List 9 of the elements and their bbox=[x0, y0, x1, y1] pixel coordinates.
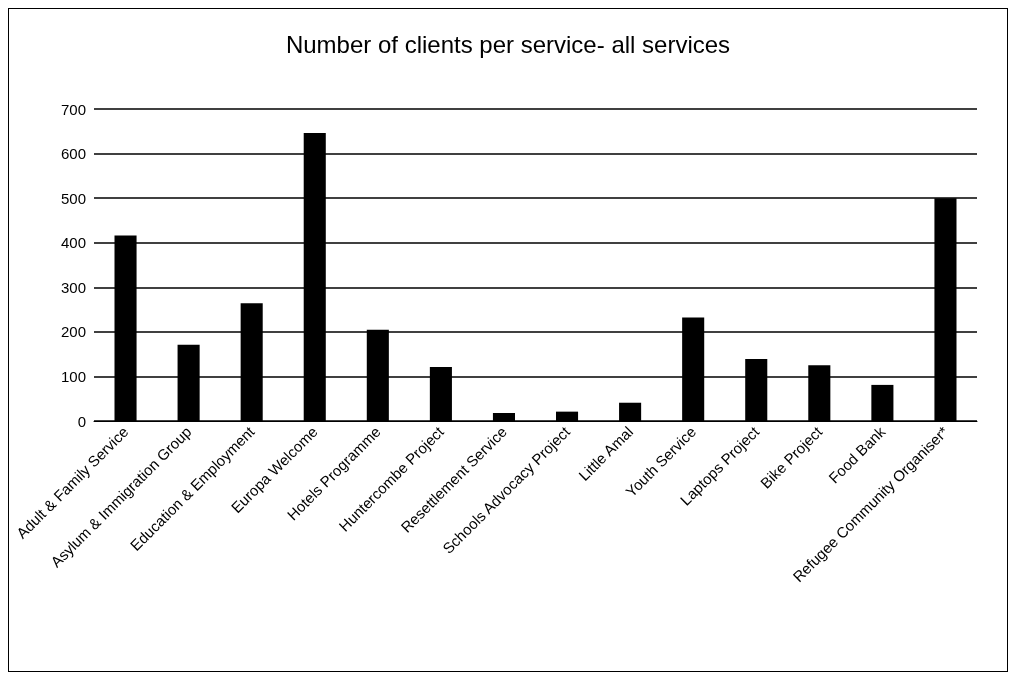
y-tick-label: 600 bbox=[60, 145, 86, 163]
y-tick-label: 100 bbox=[60, 367, 86, 385]
chart-title: Number of clients per service- all services bbox=[285, 30, 731, 58]
y-tick-label: 400 bbox=[60, 234, 86, 252]
y-tick-label: 500 bbox=[60, 189, 86, 207]
y-tick-label: 0 bbox=[77, 412, 86, 430]
y-tick-label: 300 bbox=[60, 278, 86, 296]
y-tick-label: 200 bbox=[60, 323, 86, 341]
y-tick-label: 700 bbox=[60, 100, 86, 118]
